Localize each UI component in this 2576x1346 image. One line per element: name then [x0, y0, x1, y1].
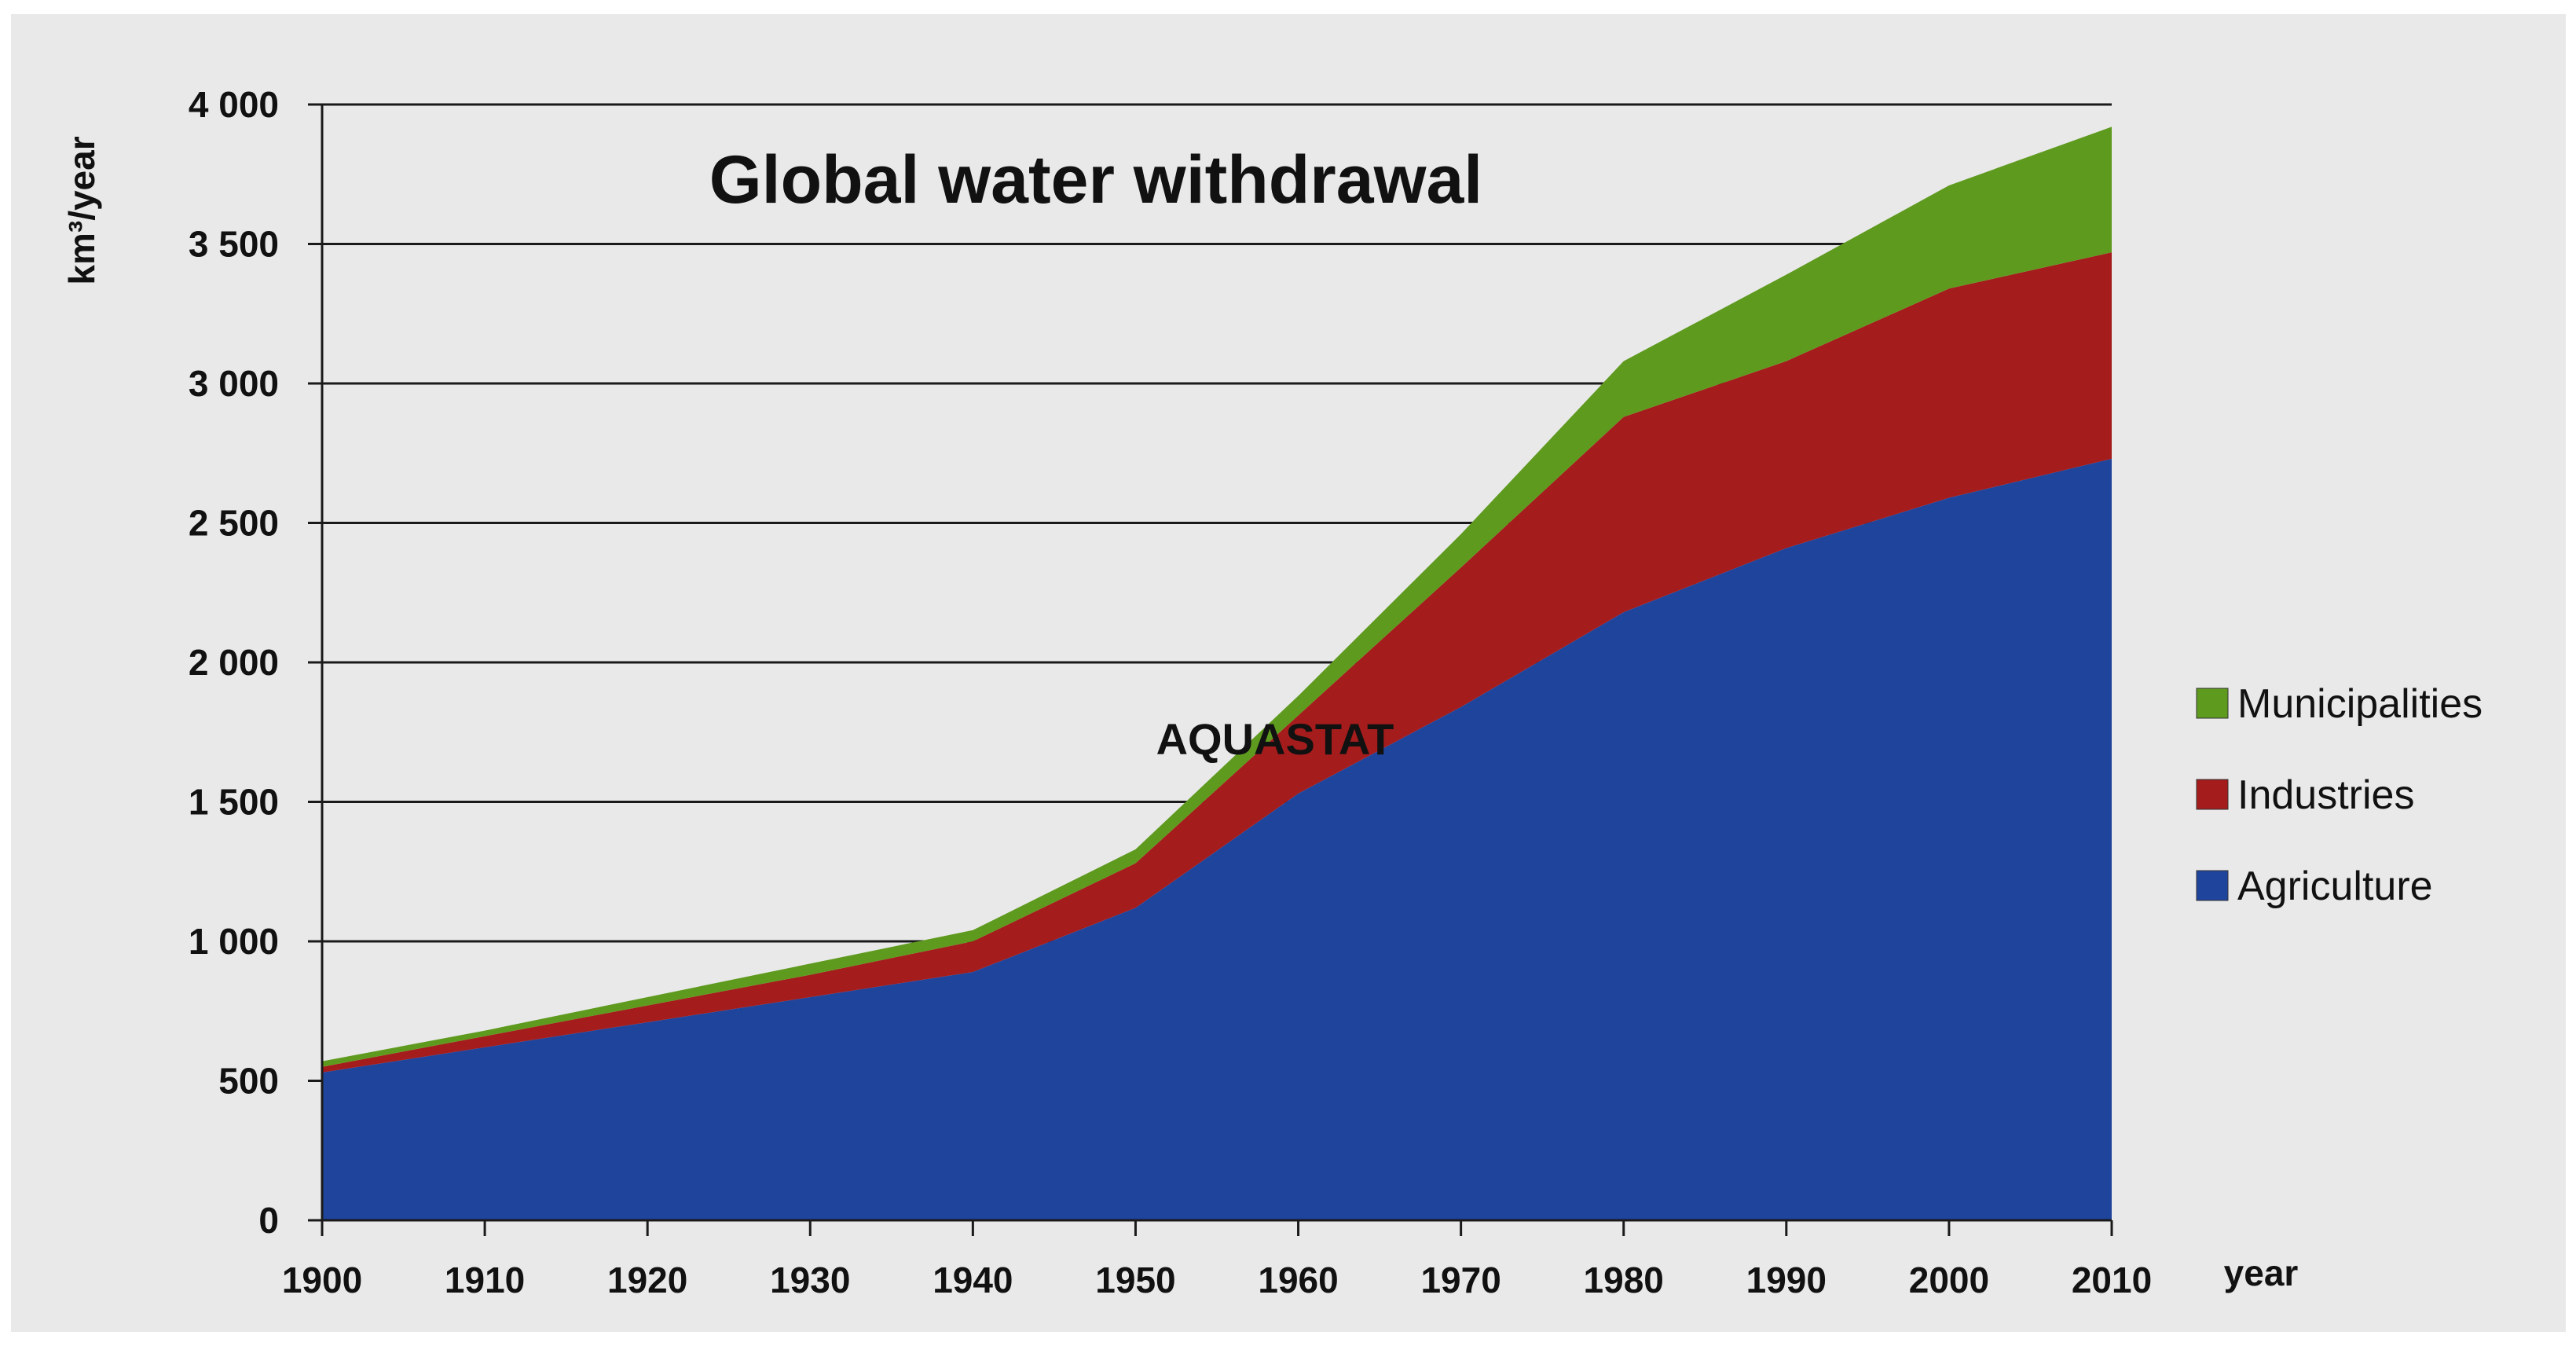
legend-label-agriculture: Agriculture [2237, 864, 2433, 909]
x-tick-label: 1980 [1584, 1260, 1664, 1300]
y-tick-label: 1 500 [189, 782, 279, 823]
legend-swatch-municipalities [2196, 688, 2229, 719]
x-tick-label: 1920 [607, 1260, 687, 1300]
aquastat-annotation: AQUASTAT [1156, 714, 1394, 764]
y-tick-label: 4 000 [189, 84, 279, 125]
y-tick-label: 2 000 [189, 642, 279, 683]
x-tick-label: 1900 [282, 1260, 362, 1300]
x-tick-label: 1960 [1258, 1260, 1338, 1300]
legend-swatch-industries [2196, 779, 2229, 810]
y-tick-label: 500 [218, 1061, 279, 1102]
x-tick-label: 1950 [1095, 1260, 1175, 1300]
x-tick-label: 1940 [933, 1260, 1013, 1300]
x-axis-label: year [2224, 1252, 2299, 1293]
y-axis-label: km³/year [61, 136, 102, 284]
y-tick-label: 3 000 [189, 363, 279, 404]
x-tick-label: 1930 [770, 1260, 850, 1300]
legend: Municipalities Industries Agriculture [2196, 681, 2483, 909]
chart-title: Global water withdrawal [709, 142, 1482, 218]
x-tick-label: 1910 [445, 1260, 525, 1300]
area-industries [322, 252, 2112, 1073]
area-municipalities [322, 127, 2112, 1067]
x-tick-label: 1990 [1746, 1260, 1827, 1300]
area-agriculture [322, 458, 2112, 1220]
chart-text: Global water withdrawal AQUASTAT km³/yea… [61, 136, 2298, 1293]
y-tick-label: 1 000 [189, 921, 279, 962]
stacked-areas [322, 127, 2112, 1220]
y-tick-label: 2 500 [189, 503, 279, 544]
legend-label-municipalities: Municipalities [2237, 681, 2483, 727]
legend-swatch-agriculture [2196, 870, 2229, 901]
y-tick-label: 3 500 [189, 224, 279, 265]
x-tick-label: 2000 [1909, 1260, 1989, 1300]
y-tick-label: 0 [258, 1200, 279, 1241]
legend-label-industries: Industries [2237, 772, 2414, 818]
x-tick-label: 2010 [2072, 1260, 2152, 1300]
x-tick-label: 1970 [1420, 1260, 1501, 1300]
axes: 0 500 1 000 1 500 2 000 2 500 3 000 3 500 4 000 1… [189, 84, 2152, 1300]
